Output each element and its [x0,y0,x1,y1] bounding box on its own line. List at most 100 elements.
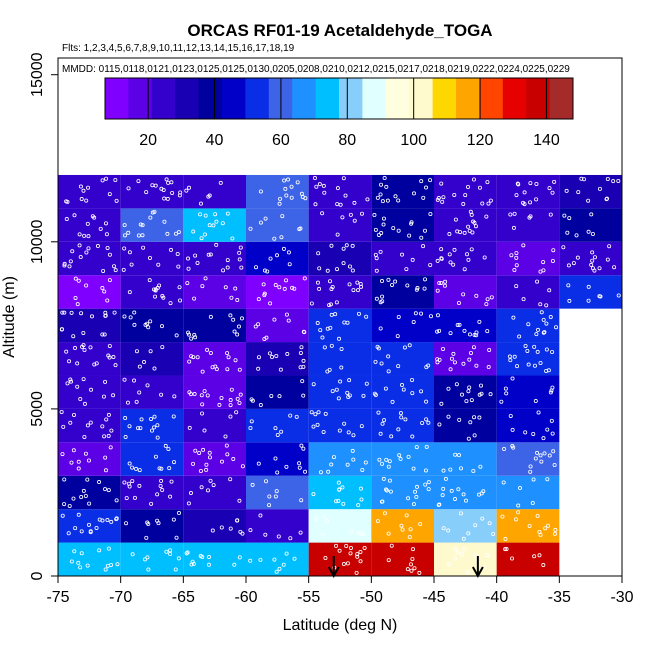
sample-point [398,456,403,461]
heatmap-cell [559,275,622,309]
sample-point [341,176,346,181]
sample-point [510,376,515,381]
sample-point [78,184,83,189]
sample-point [298,365,303,370]
sample-point [386,354,391,359]
sample-point [532,344,537,349]
sample-point [428,211,433,216]
sample-point [127,424,132,429]
sample-point [186,266,191,271]
y-tick-label: 0 [29,571,46,580]
sample-point [375,519,380,524]
sample-point [548,212,553,217]
sample-point [149,501,154,506]
sample-point [536,327,541,332]
sample-point [466,224,471,229]
sample-point [67,359,72,364]
sample-point [235,332,240,337]
sample-point [156,262,161,267]
sample-point [207,193,212,198]
sample-point [207,555,212,560]
sample-point [82,401,87,406]
colorbar-segment [409,78,434,119]
sample-point [172,394,177,399]
sample-point [178,190,183,195]
sample-point [264,335,269,340]
sample-point [549,418,554,423]
sample-point [471,469,476,474]
sample-point [81,330,86,335]
sample-point [301,358,306,363]
sample-point [586,198,591,203]
sample-point [402,345,407,350]
sample-point [105,245,110,250]
sample-point [224,443,229,448]
sample-point [258,557,263,562]
sample-point [121,267,126,272]
sample-point [330,389,335,394]
sample-point [379,231,384,236]
sample-point [288,413,293,418]
sample-point [112,264,117,269]
sample-point [479,491,484,496]
sample-point [314,516,319,521]
sample-point [231,457,236,462]
sample-point [78,255,83,260]
sample-point [500,514,505,519]
sample-point [103,313,108,318]
sample-point [535,450,540,455]
sample-point [200,402,205,407]
sample-point [337,428,342,433]
x-axis-label: Latitude (deg N) [283,617,398,634]
sample-point [170,190,175,195]
heatmap-cell [496,241,560,276]
sample-point [290,285,295,290]
sample-point [214,242,219,247]
sample-point [448,260,453,265]
sample-point [191,461,196,466]
sample-point [404,267,409,272]
sample-point [61,424,66,429]
sample-point [214,219,219,224]
sample-point [228,403,233,408]
sample-point [327,367,332,372]
sample-point [279,429,284,434]
x-tick-label: -70 [109,589,132,606]
sample-point [350,268,355,273]
heatmap-cell [120,442,184,476]
sample-point [373,227,378,232]
colorbar-tick-label: 60 [272,132,290,149]
colorbar-segment [549,78,574,119]
sample-point [414,495,419,500]
sample-point [545,477,550,482]
sample-point [384,488,389,493]
sample-point [417,570,422,575]
sample-point [184,188,189,193]
sample-point [514,284,519,289]
sample-point [152,425,157,430]
heatmap-cell [120,275,184,309]
sample-point [68,420,73,425]
sample-point [284,551,289,556]
sample-point [541,260,546,265]
sample-point [437,281,442,286]
sample-point [148,349,153,354]
sample-point [107,278,112,283]
sample-point [437,357,442,362]
sample-point [318,328,323,333]
heatmap-cell [120,475,184,510]
sample-point [428,262,433,267]
sample-point [522,190,527,195]
sample-point [411,191,416,196]
sample-point [85,477,90,482]
sample-point [439,280,444,285]
sample-point [237,250,242,255]
sample-point [169,479,174,484]
heatmap-cell [120,509,184,543]
heatmap-cell [434,275,497,309]
sample-point [330,284,335,289]
sample-point [234,410,239,415]
sample-point [473,523,478,528]
sample-point [311,424,316,429]
sample-point [461,536,466,541]
